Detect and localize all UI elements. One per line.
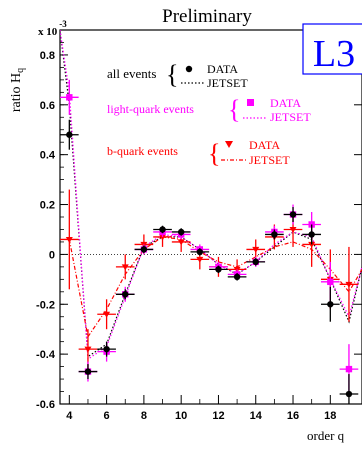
data-point-all-events [252,258,259,266]
data-point-all-events [233,273,241,281]
data-point-all-events [159,226,166,233]
data-point-b-quark-events [196,256,204,263]
data-point-all-events [308,231,315,238]
data-points [60,79,359,404]
data-point-all-events [345,390,353,398]
data-point-b-quark-events [103,311,111,318]
legend-b-quark-data-marker [225,141,233,148]
legend-all-events-mc-label: JETSET [207,76,248,90]
legend-b-quark-data-label: DATA [249,138,280,152]
y-tick-label: 0.2 [40,200,55,212]
legend-light-quark-data-label: DATA [270,96,301,110]
data-point-all-events [215,266,222,273]
y-tick-label: -0.6 [36,399,55,411]
y-tick-label: -0.4 [36,349,56,361]
x-tick-label: 12 [212,410,224,422]
data-point-b-quark-events [252,246,260,253]
legend-b-quark-brace: { [208,139,220,168]
x-tick-label: 8 [141,410,147,422]
data-point-all-events [271,231,278,238]
data-point-b-quark-events [65,236,73,243]
data-point-all-events [103,345,110,353]
data-point-all-events [66,131,73,138]
x-tick-label: 10 [175,410,187,422]
data-point-all-events [196,248,204,256]
y-tick-label: 0 [49,249,55,261]
data-point-all-events [177,228,185,236]
l3-logo-text: L3 [313,33,355,75]
x-axis-label: order q [307,428,345,443]
data-series-b-quark-events [60,189,359,370]
axis-ticks: -0.6 -0.4 -0.2 0 0.2 0.4 0.6 0.8 4 6 8 10 12 14 16 18 [36,29,362,422]
legend-all-events-data-label: DATA [207,62,238,76]
y-tick-label: 0.6 [40,100,55,112]
data-point-b-quark-events [159,234,167,241]
data-series-all-events [60,119,359,404]
legend-all-events-brace: { [166,60,178,89]
y-axis-multiplier: x 10-3 [38,19,67,38]
jetset-curve-b-quark-events [68,236,362,339]
l3-logo-box [302,23,362,75]
y-tick-label: 0.8 [40,50,55,62]
legend-all-events-data-marker [185,65,193,73]
chart-title: Preliminary [162,6,252,27]
y-tick-label: 0.4 [40,150,56,162]
data-point-b-quark-events [177,239,185,246]
legend-light-quark-mc-label: JETSET [270,110,311,124]
x-tick-label: 6 [104,410,110,422]
jetset-curve-all-events [60,30,362,358]
data-point-light-quark-events [345,365,353,373]
x-tick-label: 14 [250,410,263,422]
data-point-all-events [84,368,92,375]
data-point-all-events [289,211,297,218]
y-axis-label-subscript: q [15,68,26,73]
legend-b-quark-mc-label: JETSET [249,153,290,167]
x-tick-label: 16 [287,410,299,422]
x-tick-label: 18 [324,410,336,422]
l3-logo: L3 [302,23,362,75]
data-point-b-quark-events [84,346,92,353]
data-point-b-quark-events [121,264,129,271]
y-axis-multiplier-exponent: -3 [59,19,67,29]
y-tick-label: -0.2 [36,299,55,311]
data-point-b-quark-events [308,241,316,248]
y-axis-label-main: ratio H [9,73,24,112]
legend-light-quark-data-marker [247,99,254,106]
data-point-light-quark-events [327,278,334,286]
y-axis-label: ratio Hq [9,68,26,112]
legend-b-quark-label: b-quark events [107,144,178,158]
legend-light-quark-label: light-quark events [107,102,194,116]
data-point-b-quark-events [345,281,353,288]
legend: all events { DATA JETSET light-quark eve… [107,60,311,168]
data-point-all-events [140,246,148,253]
legend-all-events-label: all events [107,66,156,81]
data-point-b-quark-events [289,226,297,233]
data-point-all-events [122,291,129,298]
y-axis-multiplier-base: x 10 [38,26,58,38]
data-point-all-events [327,301,334,308]
x-tick-label: 4 [66,410,73,422]
data-point-light-quark-events [66,94,73,101]
legend-light-quark-brace: { [228,95,240,124]
